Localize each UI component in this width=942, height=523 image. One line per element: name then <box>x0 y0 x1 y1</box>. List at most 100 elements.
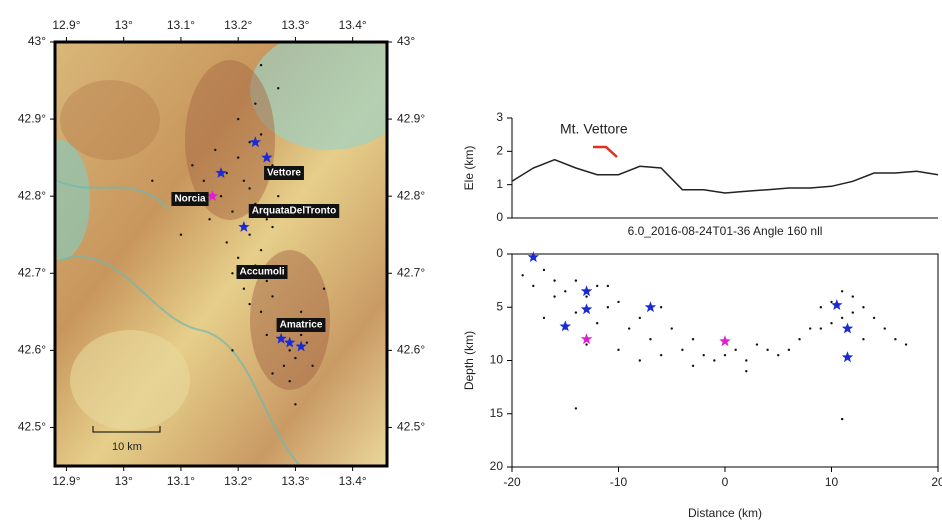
dot <box>638 359 641 362</box>
star <box>831 299 843 310</box>
y-tick-label: 42.6° <box>18 343 46 357</box>
y-tick-label: 3 <box>496 110 503 124</box>
dot <box>596 284 599 288</box>
dot <box>553 279 556 282</box>
x-tick-label: 13° <box>115 18 133 32</box>
dot <box>755 343 759 346</box>
star <box>261 151 273 163</box>
dot <box>231 349 234 352</box>
dot <box>259 310 263 314</box>
annotation: Mt. Vettore <box>560 121 628 137</box>
vettore-marker <box>593 145 618 158</box>
dot <box>606 284 610 288</box>
y-tick-label: 42.5° <box>397 420 425 434</box>
star <box>238 221 250 232</box>
dot <box>585 295 588 298</box>
dot <box>574 311 578 314</box>
dot <box>231 272 234 275</box>
x-tick-label: 13° <box>115 474 133 488</box>
x-tick-label: 13.2° <box>224 18 252 32</box>
dot <box>288 380 291 383</box>
dot <box>242 179 246 182</box>
dot <box>819 327 823 330</box>
dot <box>236 256 240 260</box>
y-tick-label: 43° <box>28 34 46 48</box>
dot <box>542 268 546 272</box>
dot <box>787 348 791 352</box>
star <box>580 303 593 315</box>
town-label: Norcia <box>174 194 206 205</box>
y-tick-label: 43° <box>397 34 415 48</box>
x-axis-label: Distance (km) <box>688 506 762 520</box>
y-tick-label: 42.9° <box>18 111 46 125</box>
star <box>284 336 296 348</box>
star <box>841 351 854 363</box>
x-tick-label: 12.9° <box>52 474 80 488</box>
dot <box>872 316 876 320</box>
dot <box>271 295 274 298</box>
town-label-box <box>236 265 288 279</box>
y-tick-label: 42.9° <box>397 111 425 125</box>
dot <box>214 148 217 152</box>
y-tick-label: 2 <box>496 144 503 158</box>
star <box>249 136 262 148</box>
dot <box>151 179 154 182</box>
dot <box>277 87 280 90</box>
dot <box>219 194 223 198</box>
dot <box>574 279 578 282</box>
dot <box>745 359 748 362</box>
dot <box>564 290 567 293</box>
star <box>206 190 219 201</box>
dot <box>236 117 240 121</box>
dot <box>271 372 274 375</box>
dot <box>277 194 280 198</box>
dot <box>265 218 268 221</box>
map-frame <box>53 40 389 468</box>
y-tick-label: 42.7° <box>397 265 425 279</box>
x-tick-label: 12.9° <box>52 18 80 32</box>
dot <box>259 133 263 136</box>
dot <box>723 353 727 357</box>
dot <box>766 348 769 352</box>
dot <box>659 306 663 309</box>
dot <box>894 338 897 341</box>
x-tick-label: 13.4° <box>339 474 367 488</box>
dot <box>883 327 886 330</box>
dot <box>681 348 684 352</box>
star <box>644 301 657 313</box>
x-tick-label: 0 <box>722 475 729 489</box>
y-axis-label: Ele (km) <box>462 146 476 191</box>
x-tick-label: -20 <box>503 475 521 489</box>
dot <box>840 316 844 320</box>
y-tick-label: 42.5° <box>18 420 46 434</box>
town-label-box <box>276 318 326 332</box>
dot <box>617 348 620 352</box>
x-tick-label: 13.3° <box>281 474 309 488</box>
scale-label: 10 km <box>112 441 142 453</box>
dot <box>179 233 183 236</box>
dot <box>208 218 211 221</box>
dot <box>713 359 716 362</box>
dot <box>617 300 620 304</box>
town-label-box <box>264 166 304 180</box>
dot <box>734 348 737 352</box>
dot <box>271 225 274 229</box>
dot <box>248 141 251 144</box>
star <box>275 332 287 344</box>
dot <box>840 290 844 293</box>
y-tick-label: 5 <box>496 299 503 313</box>
x-tick-label: 10 <box>825 475 839 489</box>
dot <box>553 295 556 298</box>
dot <box>862 306 865 309</box>
dot <box>248 233 251 236</box>
dot <box>225 241 228 244</box>
dot <box>271 164 274 167</box>
x-tick-label: 13.1° <box>167 474 195 488</box>
dot <box>288 349 291 352</box>
y-tick-label: 15 <box>490 406 504 420</box>
dot <box>702 353 705 357</box>
y-tick-label: 0 <box>496 210 503 224</box>
dot <box>798 338 801 341</box>
town-label: Vettore <box>267 168 301 179</box>
